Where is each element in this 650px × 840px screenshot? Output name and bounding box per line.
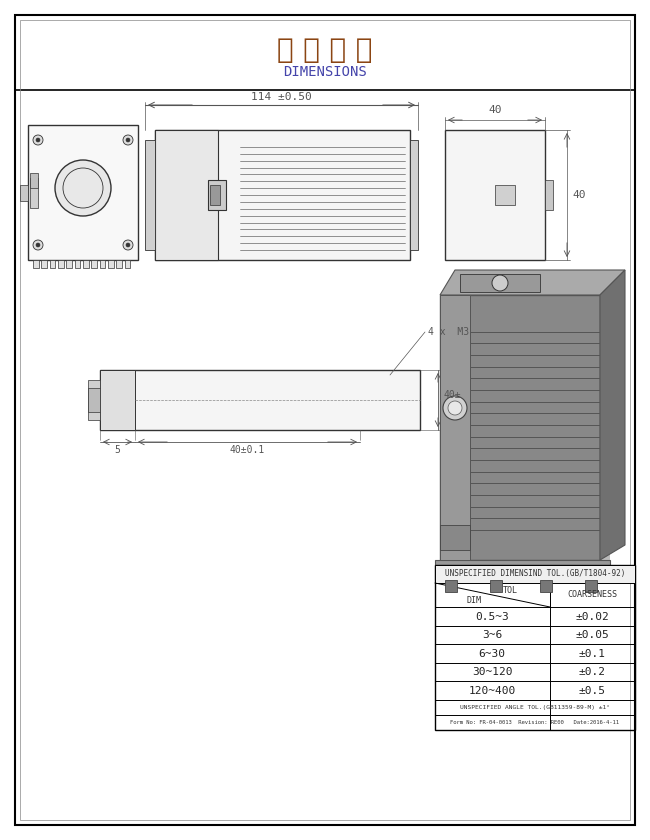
- Bar: [445, 130, 545, 260]
- Circle shape: [209, 394, 221, 406]
- Text: 40±: 40±: [443, 390, 461, 400]
- Polygon shape: [440, 270, 625, 295]
- Bar: [545, 180, 553, 210]
- Circle shape: [181, 155, 191, 165]
- Circle shape: [492, 275, 508, 291]
- Bar: [435, 565, 635, 583]
- Bar: [42, 260, 47, 268]
- Text: 40±0.1: 40±0.1: [230, 445, 265, 455]
- Text: ±0.05: ±0.05: [575, 630, 609, 640]
- Bar: [540, 580, 552, 592]
- Text: 6~30: 6~30: [478, 648, 506, 659]
- Text: DIM: DIM: [467, 596, 482, 606]
- Circle shape: [309, 394, 321, 406]
- Bar: [125, 260, 131, 268]
- Text: COARSENESS: COARSENESS: [567, 591, 617, 600]
- Bar: [585, 580, 597, 592]
- Bar: [210, 185, 220, 205]
- Circle shape: [448, 401, 462, 415]
- Bar: [440, 525, 470, 550]
- Text: 114 ±0.50: 114 ±0.50: [251, 92, 312, 102]
- Circle shape: [181, 225, 191, 235]
- Polygon shape: [600, 270, 625, 560]
- Circle shape: [55, 160, 111, 216]
- Bar: [410, 140, 418, 250]
- Circle shape: [149, 394, 161, 406]
- Bar: [83, 260, 89, 268]
- Circle shape: [382, 397, 388, 403]
- Text: 5: 5: [114, 445, 120, 455]
- Bar: [116, 260, 122, 268]
- Circle shape: [379, 394, 391, 406]
- Bar: [28, 125, 138, 260]
- Circle shape: [36, 138, 40, 142]
- Text: 40: 40: [572, 190, 586, 200]
- Bar: [208, 180, 226, 210]
- Circle shape: [126, 243, 130, 247]
- Text: TOL: TOL: [502, 586, 517, 596]
- Circle shape: [443, 396, 467, 420]
- Circle shape: [181, 190, 191, 200]
- Bar: [49, 260, 55, 268]
- Text: 3~6: 3~6: [482, 630, 502, 640]
- Bar: [490, 580, 502, 592]
- Bar: [75, 260, 81, 268]
- Circle shape: [123, 240, 133, 250]
- Circle shape: [126, 138, 130, 142]
- Circle shape: [312, 397, 318, 403]
- Bar: [155, 130, 218, 260]
- Bar: [88, 388, 100, 412]
- Circle shape: [452, 140, 462, 150]
- Text: ±0.2: ±0.2: [578, 668, 606, 677]
- Circle shape: [452, 240, 462, 250]
- Bar: [100, 370, 420, 430]
- Bar: [100, 370, 135, 430]
- Bar: [460, 274, 540, 292]
- Bar: [145, 140, 155, 250]
- Bar: [58, 260, 64, 268]
- Bar: [440, 295, 600, 560]
- Text: DIMENSIONS: DIMENSIONS: [283, 65, 367, 79]
- Circle shape: [528, 140, 538, 150]
- Text: UNSPECIFIED ANGLE TOL.(GB11359-89-M) ±1°: UNSPECIFIED ANGLE TOL.(GB11359-89-M) ±1°: [460, 706, 610, 711]
- Bar: [92, 260, 97, 268]
- Circle shape: [152, 397, 158, 403]
- Circle shape: [528, 240, 538, 250]
- Circle shape: [33, 240, 43, 250]
- Bar: [495, 185, 515, 205]
- Text: Form No: FR-04-0013  Revision: RE00   Date:2016-4-11: Form No: FR-04-0013 Revision: RE00 Date:…: [450, 721, 619, 726]
- Bar: [20, 185, 28, 201]
- Bar: [435, 560, 610, 580]
- Bar: [445, 295, 610, 565]
- Bar: [88, 380, 100, 420]
- Bar: [30, 178, 38, 208]
- Text: ±0.1: ±0.1: [578, 648, 606, 659]
- Text: 120~400: 120~400: [469, 686, 515, 696]
- Bar: [445, 580, 457, 592]
- Circle shape: [36, 243, 40, 247]
- Bar: [33, 260, 39, 268]
- Circle shape: [212, 397, 218, 403]
- Text: 30~120: 30~120: [472, 668, 512, 677]
- Circle shape: [343, 192, 349, 198]
- Bar: [440, 295, 470, 560]
- Circle shape: [123, 135, 133, 145]
- Circle shape: [33, 135, 43, 145]
- Text: 40: 40: [488, 105, 502, 115]
- Bar: [108, 260, 114, 268]
- Text: UNSPECIFIED DIMENSIND TOL.(GB/T1804-92): UNSPECIFIED DIMENSIND TOL.(GB/T1804-92): [445, 570, 625, 579]
- Bar: [66, 260, 72, 268]
- Text: ±0.5: ±0.5: [578, 686, 606, 696]
- Text: 4 x  M3: 4 x M3: [428, 327, 469, 337]
- Bar: [435, 565, 635, 730]
- Text: 外 形 尺 寸: 外 形 尺 寸: [278, 36, 372, 64]
- Bar: [30, 173, 38, 188]
- Bar: [155, 130, 410, 260]
- Text: ±0.02: ±0.02: [575, 612, 609, 622]
- Text: 0.5~3: 0.5~3: [475, 612, 509, 622]
- Bar: [99, 260, 105, 268]
